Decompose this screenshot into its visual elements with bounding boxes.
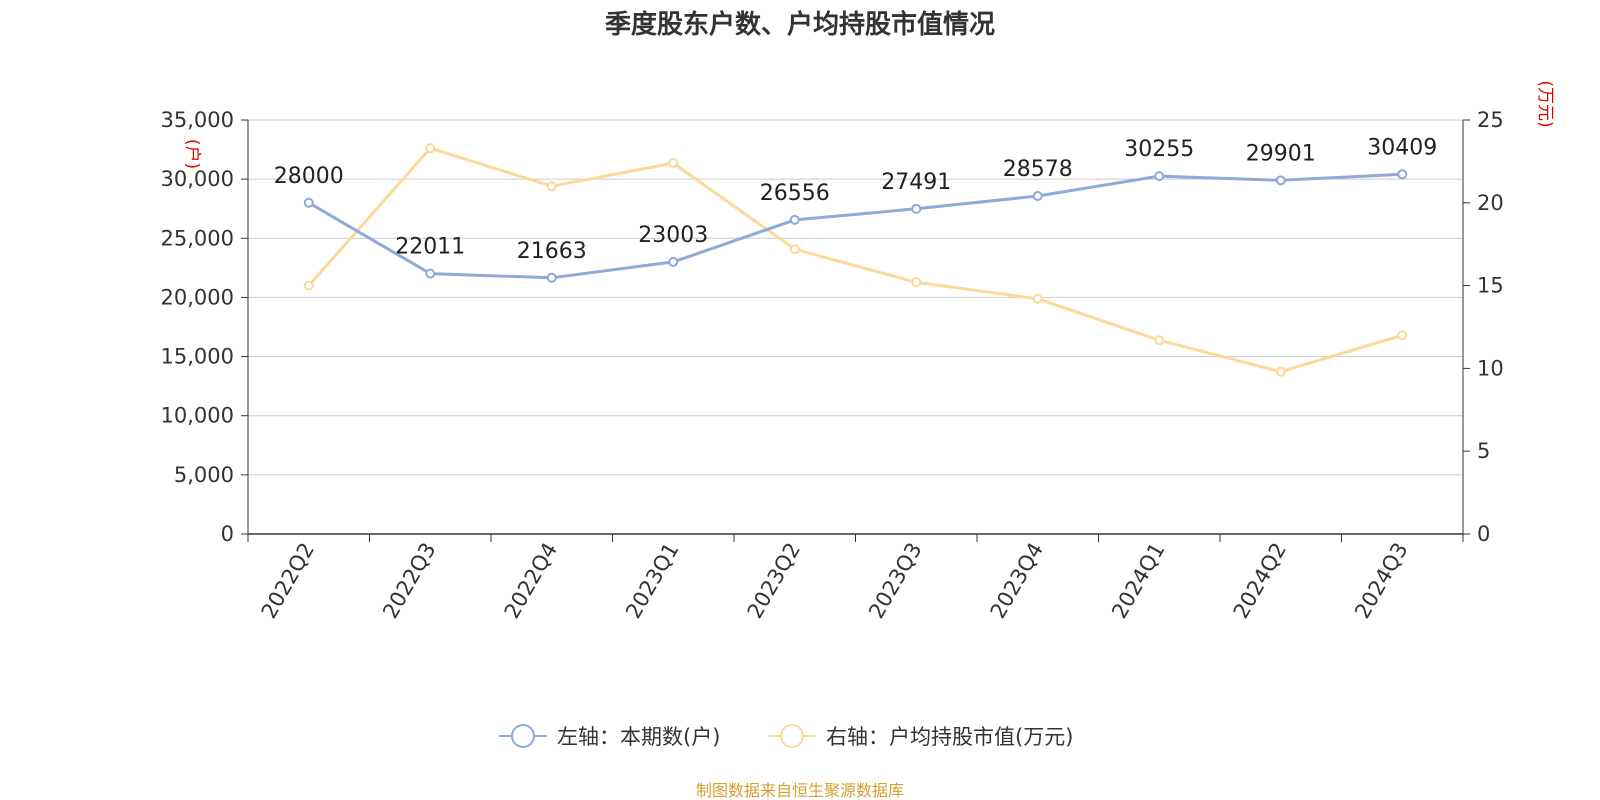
- data-point: [911, 277, 922, 288]
- source-text: 制图数据来自恒生聚源数据库: [696, 781, 904, 800]
- right-axis-tick-label: 5: [1477, 439, 1490, 463]
- data-point: [425, 143, 436, 154]
- left-axis-tick-label: 10,000: [161, 404, 234, 428]
- data-point: [1032, 293, 1043, 304]
- right-axis-tick-label: 10: [1477, 356, 1504, 380]
- data-point: [1154, 335, 1165, 346]
- left-axis-tick-label: 20,000: [161, 285, 234, 309]
- data-label: 26556: [760, 181, 830, 206]
- x-axis-tick-label: 2024Q1: [1107, 539, 1169, 623]
- data-point: [1397, 169, 1408, 180]
- data-point: [425, 268, 436, 279]
- x-axis-tick-label: 2024Q3: [1350, 539, 1412, 623]
- data-label: 29901: [1246, 141, 1316, 166]
- data-point: [668, 256, 679, 267]
- legend-label: 左轴：本期数(户): [557, 725, 720, 749]
- data-point: [1032, 190, 1043, 201]
- right-axis-unit: (万元): [1535, 80, 1555, 127]
- data-point: [789, 214, 800, 225]
- data-label: 28000: [274, 164, 344, 189]
- left-axis-tick-label: 15,000: [161, 345, 234, 369]
- left-axis-tick-label: 5,000: [174, 463, 234, 487]
- legend-marker-icon: [511, 724, 535, 748]
- data-point: [546, 181, 557, 192]
- x-axis-tick-label: 2022Q2: [257, 539, 319, 623]
- data-point: [668, 158, 679, 169]
- left-axis-tick-label: 25,000: [161, 226, 234, 250]
- x-axis-tick-label: 2022Q3: [378, 539, 440, 623]
- series-line-avg-value: [307, 146, 1403, 374]
- data-point: [1275, 366, 1286, 377]
- legend-marker-icon: [780, 724, 804, 748]
- data-point: [303, 280, 314, 291]
- data-point: [1397, 330, 1408, 341]
- x-axis-tick-label: 2023Q4: [986, 539, 1048, 623]
- data-label: 27491: [881, 170, 951, 195]
- data-label: 30255: [1124, 137, 1194, 162]
- right-axis-tick-label: 25: [1477, 108, 1504, 132]
- x-axis-tick-label: 2023Q3: [864, 539, 926, 623]
- data-point: [789, 244, 800, 255]
- left-axis-tick-label: 0: [221, 522, 234, 546]
- series-line-holders: [308, 172, 1403, 280]
- data-label: 22011: [395, 235, 465, 260]
- left-axis-unit: (户): [182, 139, 202, 169]
- legend-item-holders[interactable]: 左轴：本期数(户): [499, 724, 720, 749]
- data-point: [303, 197, 314, 208]
- legend-item-avg-value[interactable]: 右轴：户均持股市值(万元): [768, 724, 1073, 749]
- data-point: [911, 203, 922, 214]
- series-layer: 28000 22011 21663 23003 26556 27491 28578 30255…: [274, 135, 1437, 377]
- x-axis-tick-label: 2023Q1: [621, 539, 683, 623]
- data-point: [1154, 171, 1165, 182]
- right-axis-tick-label: 20: [1477, 191, 1504, 215]
- x-axis-tick-label: 2022Q4: [500, 539, 562, 623]
- data-label: 21663: [517, 239, 587, 264]
- legend[interactable]: 左轴：本期数(户) 右轴：户均持股市值(万元): [499, 724, 1073, 749]
- data-label: 30409: [1367, 135, 1437, 160]
- left-axis-tick-label: 30,000: [161, 167, 234, 191]
- data-point: [546, 272, 557, 283]
- x-axis-tick-label: 2023Q2: [743, 539, 805, 623]
- x-axis-tick-label: 2024Q2: [1229, 539, 1291, 623]
- data-label: 28578: [1003, 157, 1073, 182]
- grid-layer: [248, 119, 1463, 476]
- data-label: 23003: [638, 223, 708, 248]
- legend-label: 右轴：户均持股市值(万元): [826, 725, 1073, 749]
- right-axis-tick-label: 15: [1477, 274, 1504, 298]
- data-point: [1275, 175, 1286, 186]
- right-axis-tick-label: 0: [1477, 522, 1490, 546]
- chart-title: 季度股东户数、户均持股市值情况: [605, 9, 995, 40]
- left-axis-tick-label: 35,000: [161, 108, 234, 132]
